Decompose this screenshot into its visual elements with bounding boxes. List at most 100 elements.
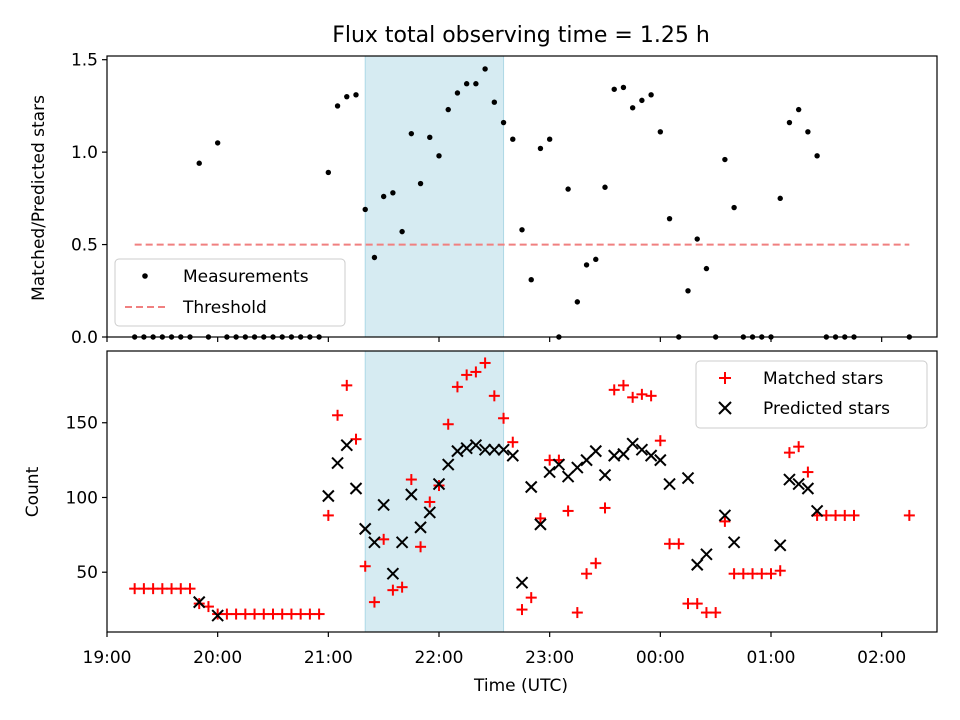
legend-predicted-marker	[718, 401, 732, 415]
legend-measurements-label: Measurements	[183, 267, 309, 287]
matched-star-marker	[488, 390, 500, 402]
measurement-point	[583, 262, 590, 268]
matched-star-marker	[645, 390, 657, 402]
matched-star-marker	[498, 412, 510, 424]
predicted-star-b	[423, 506, 436, 519]
predicted-star-marker	[193, 595, 206, 609]
bottom-panel: Count Time (UTC) 50 100 150 19:00 20:00 21:00…	[23, 350, 938, 696]
matched-star-marker	[368, 596, 380, 608]
matched-star-marker	[147, 583, 159, 595]
predicted-star-b	[331, 456, 344, 470]
measurement-point	[399, 228, 405, 235]
measurement-point	[731, 204, 737, 211]
measurement-point	[574, 299, 581, 305]
measurement-point	[427, 134, 433, 141]
matched-star-marker	[654, 435, 666, 447]
predicted-star-b	[617, 447, 630, 461]
measurement-point	[353, 92, 359, 98]
predicted-star-b	[810, 504, 824, 518]
measurement-point	[500, 119, 507, 126]
predicted-star-marker	[451, 444, 464, 458]
x-tick-label: 01:00	[747, 648, 796, 668]
predicted-star-marker	[349, 482, 363, 495]
measurement-point	[344, 93, 350, 100]
measurement-point	[546, 136, 553, 142]
predicted-star-marker	[617, 447, 630, 461]
matched-star-marker	[212, 608, 224, 620]
matched-star-marker	[765, 568, 777, 580]
matched-star-marker	[599, 502, 611, 514]
matched-star-marker	[396, 581, 408, 593]
predicted-star-marker	[654, 453, 667, 467]
predicted-star-b	[386, 567, 400, 580]
measurement-point	[196, 160, 202, 166]
predicted-star-marker	[386, 567, 400, 580]
predicted-star-marker	[774, 539, 787, 552]
matched-star-marker	[783, 447, 795, 459]
matched-star-marker	[239, 608, 251, 620]
predicted-star-marker	[525, 480, 538, 494]
predicted-star-b	[442, 458, 455, 471]
matched-star-marker	[405, 474, 417, 486]
predicted-star-marker	[497, 443, 510, 456]
matched-star-marker	[562, 505, 574, 517]
top-panel: Flux total observing time = 1.25 h Match…	[29, 23, 938, 348]
predicted-star-b	[525, 480, 538, 494]
predicted-star-b	[395, 536, 409, 549]
predicted-star-marker	[331, 456, 344, 470]
predicted-star-b	[478, 443, 492, 456]
measurement-point	[657, 129, 664, 135]
predicted-star-marker	[552, 458, 566, 471]
measurement-point	[214, 140, 221, 146]
matched-star-marker	[525, 592, 537, 604]
measurement-point	[648, 92, 654, 98]
measurement-point	[795, 106, 802, 113]
matched-star-marker	[839, 509, 851, 521]
predicted-star-marker	[368, 536, 381, 549]
predicted-star-b	[626, 437, 639, 450]
measurement-point	[519, 227, 525, 233]
legend-matched-marker	[719, 372, 731, 384]
matched-star-marker	[581, 568, 593, 580]
predicted-star-b	[783, 473, 796, 486]
measurement-point	[408, 130, 415, 137]
predicted-star-b	[571, 461, 584, 474]
matched-star-marker	[249, 608, 261, 620]
predicted-star-marker	[395, 536, 409, 549]
predicted-star-b	[460, 441, 473, 455]
bottom-axes: 50 100 150 19:00 20:00 21:00 22:00 23:00 00:00 01…	[66, 414, 907, 668]
measurement-point	[722, 156, 728, 163]
matched-star-marker	[378, 533, 390, 545]
predicted-star-marker	[340, 438, 353, 452]
predicted-star-b	[681, 471, 695, 485]
matched-star-marker	[516, 604, 528, 616]
matched-star-marker	[673, 538, 685, 550]
chart-title: Flux total observing time = 1.25 h	[332, 23, 710, 48]
matched-star-marker	[175, 583, 187, 595]
legend-matched-label: Matched stars	[763, 369, 883, 389]
predicted-star-b	[488, 443, 501, 456]
predicted-star-b	[469, 438, 483, 452]
matched-star-marker	[747, 568, 759, 580]
top-legend: Measurements Threshold	[114, 258, 346, 327]
matched-star-marker	[285, 608, 297, 620]
matched-star-marker	[774, 565, 786, 577]
predicted-star-b	[543, 465, 556, 479]
predicted-star-marker	[663, 477, 676, 491]
top-y-tick-label: 1.0	[71, 143, 98, 163]
measurement-point	[334, 103, 341, 109]
bottom-highlight-span	[364, 350, 505, 633]
measurement-point	[390, 190, 396, 196]
matched-star-marker	[617, 379, 629, 391]
matched-star-marker	[903, 509, 915, 521]
top-legend-box	[114, 258, 346, 327]
matched-star-marker	[461, 369, 473, 381]
predicted-star-b	[644, 449, 658, 462]
matched-star-marker	[664, 538, 676, 550]
bottom-legend: Matched stars Predicted stars	[695, 360, 928, 429]
top-plot-frame	[106, 55, 938, 338]
matched-star-marker	[608, 384, 620, 396]
matched-star-marker	[341, 379, 353, 391]
matched-star-marker	[166, 583, 178, 595]
